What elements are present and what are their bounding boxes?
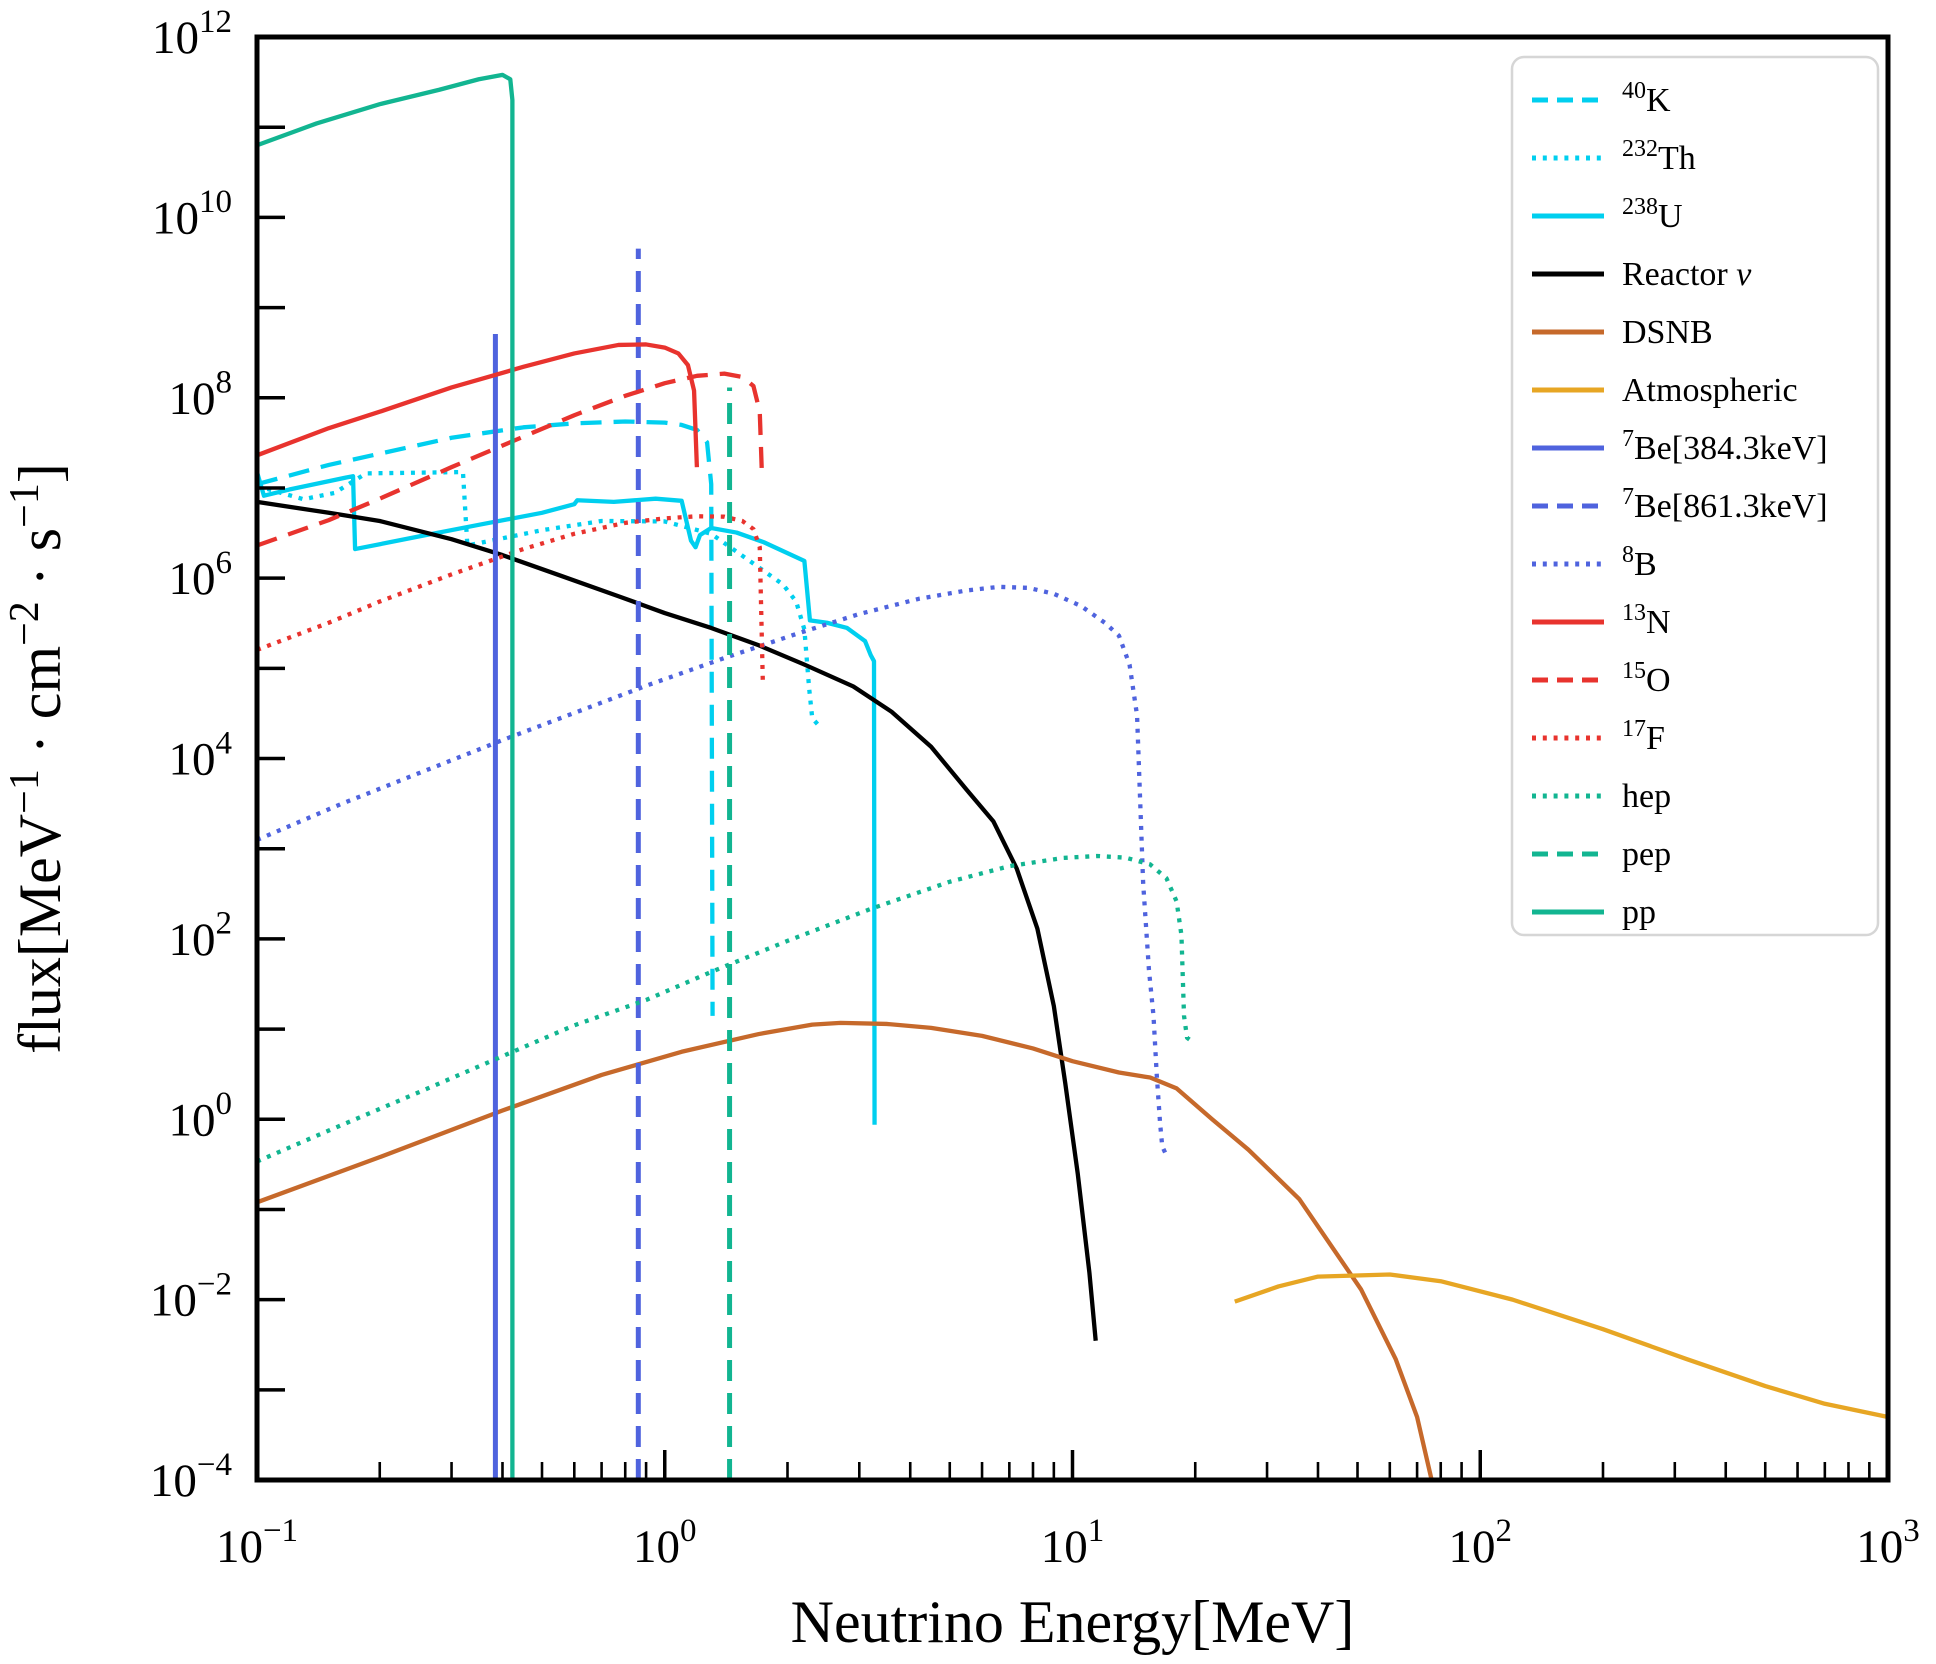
legend-item-hep: hep [1532, 778, 1671, 815]
y-ticklabel-1e6: 106 [169, 545, 233, 605]
x-axis-title: Neutrino Energy[MeV] [791, 1589, 1355, 1655]
legend-label-Th232: 232Th [1622, 136, 1696, 177]
x-ticklabel-1e0: 100 [633, 1513, 697, 1573]
y-ticklabel-1e8: 108 [169, 365, 233, 425]
y-axis-title: flux[MeV−1 · cm−2 · s−1] [2, 463, 73, 1054]
x-ticklabel-1e2: 102 [1449, 1513, 1513, 1573]
legend-label-B8: 8B [1622, 542, 1657, 583]
legend-item-K40: 40K [1532, 78, 1671, 119]
legend-item-N13: 13N [1532, 600, 1671, 641]
legend-item-Th232: 232Th [1532, 136, 1696, 177]
legend-label-U238: 238U [1622, 194, 1683, 235]
curve-U238 [254, 471, 877, 1125]
curve-Reactor [256, 499, 1098, 1341]
curve-N13 [256, 342, 700, 468]
legend-label-Be7-861: 7Be[861.3keV] [1622, 484, 1828, 525]
legend-label-Reactor: Reactor ν [1622, 256, 1752, 293]
legend-item-B8: 8B [1532, 542, 1657, 583]
curve-Th232 [256, 469, 820, 726]
legend-item-F17: 17F [1532, 716, 1665, 757]
legend-item-DSNB: DSNB [1532, 314, 1713, 351]
x-ticklabel-1e1: 101 [1041, 1513, 1105, 1573]
y-ticklabel-1e12: 1012 [152, 4, 232, 64]
y-ticklabel-1e10: 1010 [152, 184, 232, 244]
legend-label-Be7-384: 7Be[384.3keV] [1622, 426, 1828, 467]
curve-K40 [256, 419, 715, 1016]
legend-item-U238: 238U [1532, 194, 1683, 235]
curve-hep [256, 853, 1192, 1164]
legend-item-Be7-861: 7Be[861.3keV] [1532, 484, 1828, 525]
curve-O15 [256, 371, 765, 548]
x-ticklabel-1e-1: 10−1 [216, 1513, 298, 1573]
curve-Atmospheric [1234, 1272, 1889, 1420]
legend-label-F17: 17F [1622, 716, 1665, 757]
legend-label-O15: 15O [1622, 658, 1671, 699]
y-ticklabel-1e4: 104 [169, 725, 233, 785]
legend-label-pp: pp [1622, 894, 1656, 931]
plot-area-border [254, 34, 1891, 1483]
legend: 40K 232Th 238U Reactor ν DSNB Atmospheric 7Be[… [1510, 55, 1880, 937]
legend-label-Atmospheric: Atmospheric [1622, 372, 1798, 409]
legend-label-DSNB: DSNB [1622, 314, 1713, 351]
legend-item-Be7-384: 7Be[384.3keV] [1532, 426, 1828, 467]
x-ticklabel-1e3: 103 [1856, 1513, 1920, 1573]
curves-layer [254, 72, 1889, 1481]
legend-label-K40: 40K [1622, 78, 1671, 119]
tick-labels: 1012 1010 108 106 104 102 100 10−2 10−410−1 100 10… [150, 4, 1920, 1573]
legend-item-Atmospheric: Atmospheric [1532, 372, 1798, 409]
y-ticklabel-1e-4: 10−4 [150, 1447, 232, 1507]
axis-ticks [255, 35, 1890, 1482]
y-ticklabel-1e0: 100 [169, 1086, 233, 1146]
legend-item-pp: pp [1532, 894, 1656, 931]
legend-item-pep: pep [1532, 836, 1671, 873]
curve-DSNB [256, 1020, 1434, 1481]
legend-item-O15: 15O [1532, 658, 1671, 699]
y-ticklabel-1e-2: 10−2 [150, 1266, 232, 1326]
y-ticklabel-1e2: 102 [169, 906, 233, 966]
curve-pp [256, 72, 515, 1480]
curve-F17 [256, 514, 765, 683]
legend-item-Reactor: Reactor ν [1532, 256, 1752, 293]
legend-label-pep: pep [1622, 836, 1671, 873]
legend-label-hep: hep [1622, 778, 1671, 815]
legend-label-N13: 13N [1622, 600, 1671, 641]
